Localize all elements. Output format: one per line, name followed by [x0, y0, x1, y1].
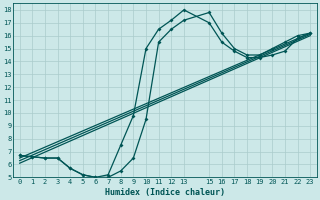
- X-axis label: Humidex (Indice chaleur): Humidex (Indice chaleur): [105, 188, 225, 197]
